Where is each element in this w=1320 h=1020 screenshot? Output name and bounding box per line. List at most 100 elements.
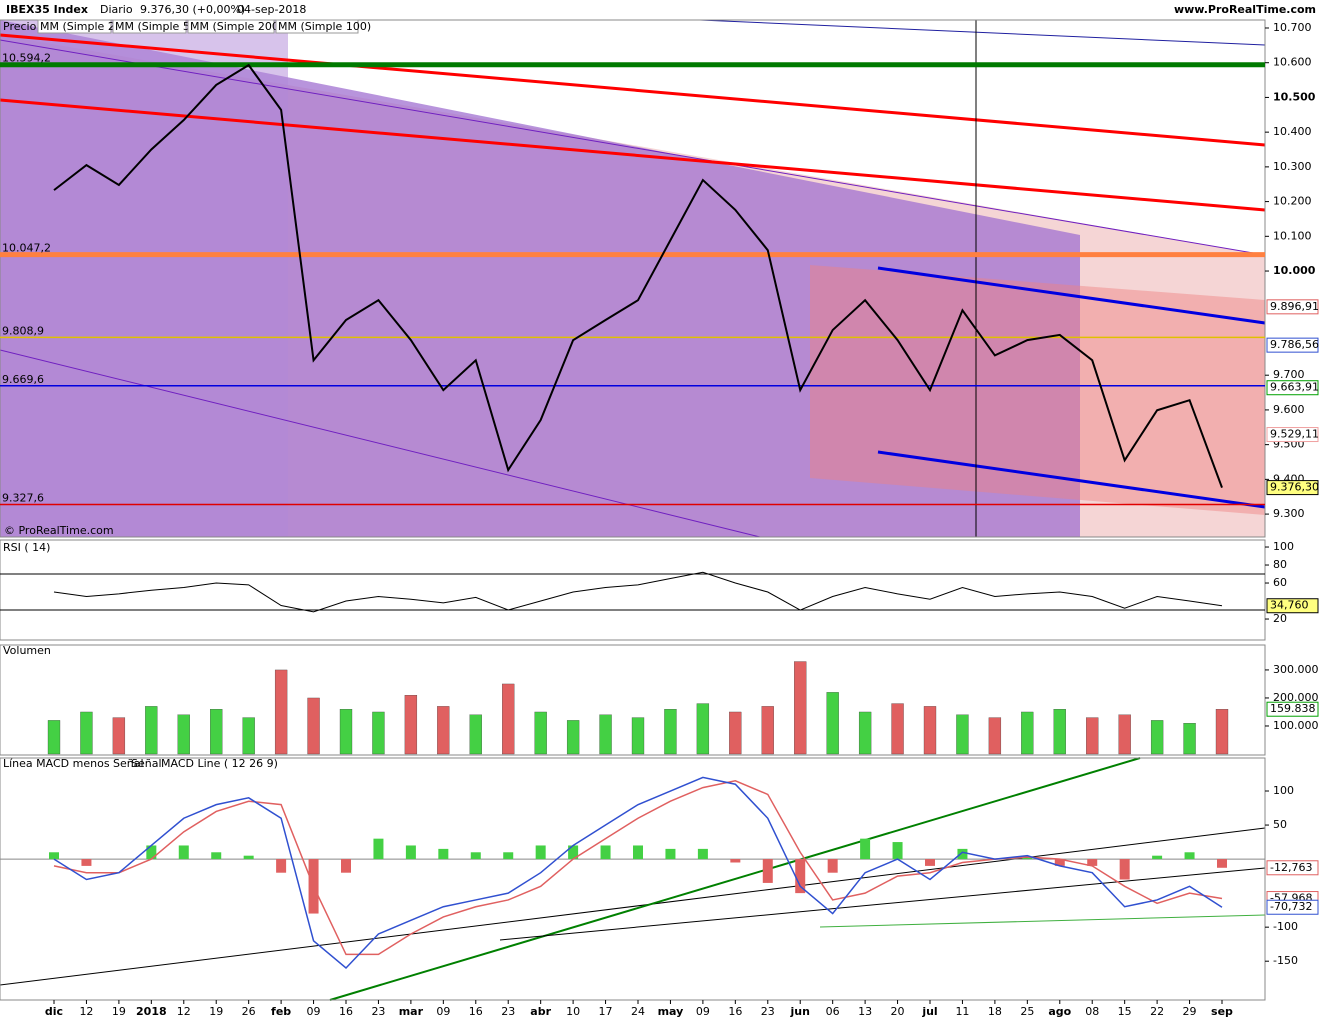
volume-bar	[599, 714, 612, 755]
histogram-bar	[795, 859, 806, 894]
value-box-label: 9.896,91	[1270, 300, 1319, 313]
channel-line	[877, 450, 1266, 509]
x-tick-label: 13	[858, 1005, 872, 1018]
value-box	[1266, 480, 1319, 496]
y-tick-label: 10.300	[1273, 160, 1312, 173]
line	[53, 571, 1223, 613]
x-tick-label: 09	[436, 1005, 450, 1018]
histogram-bar	[243, 855, 254, 860]
x-tick-label: sep	[1211, 1005, 1233, 1018]
line	[53, 63, 1223, 488]
volume-bar	[891, 703, 904, 755]
value-box-label: -12,763	[1270, 861, 1312, 874]
x-tick-label: 15	[1118, 1005, 1132, 1018]
x-tick-label: 17	[599, 1005, 613, 1018]
volume-bar	[696, 703, 710, 755]
legend-box	[37, 19, 112, 34]
trend-line	[699, 19, 1266, 46]
value-box-label: 159.838	[1270, 702, 1316, 715]
y-tick-label: 100	[1273, 540, 1294, 553]
value-box	[1266, 701, 1319, 717]
x-tick-label: 19	[112, 1005, 126, 1018]
value-box-label: 9.529,11	[1270, 428, 1319, 441]
x-tick-label: may	[658, 1005, 684, 1018]
value-box-label: 9.376,30	[1270, 481, 1319, 494]
histogram-bar	[211, 852, 222, 860]
legend-entry: Señal	[131, 757, 162, 770]
y-tick-label: 9.300	[1273, 507, 1305, 520]
histogram-bar	[405, 845, 416, 860]
x-tick-label: jul	[921, 1005, 937, 1018]
date: 04-sep-2018	[237, 3, 306, 16]
volume-bar	[437, 706, 450, 755]
volume-bar	[469, 714, 482, 755]
histogram-bar	[178, 845, 189, 860]
legend-entry: MM (Simple 50)	[115, 20, 201, 33]
histogram-bar	[81, 859, 92, 866]
volume-bar	[566, 720, 580, 755]
x-tick-label: ago	[1048, 1005, 1071, 1018]
y-tick-label: 20	[1273, 612, 1287, 625]
trend-line	[0, 98, 1266, 212]
trend-line	[0, 33, 1266, 147]
level-label: 10.594,2	[2, 52, 51, 65]
histogram-bar	[276, 859, 287, 873]
histogram-bar	[49, 852, 59, 860]
value-box-label: 9.663,91	[1270, 381, 1319, 394]
macd-trend	[499, 867, 1266, 941]
histogram-bar	[470, 852, 481, 860]
volume-bar	[372, 711, 385, 755]
x-tick-label: 2018	[136, 1005, 167, 1018]
histogram-bar	[925, 859, 935, 866]
volume-bar	[47, 720, 61, 755]
value-box	[1266, 427, 1319, 443]
histogram-bar	[535, 845, 546, 860]
volume-bar	[1086, 717, 1099, 755]
channel-line	[0, 39, 1266, 256]
x-tick-label: 11	[955, 1005, 969, 1018]
x-tick-label: 24	[631, 1005, 645, 1018]
histogram-bar	[957, 848, 968, 860]
volume-bar	[1021, 711, 1034, 755]
x-tick-label: 18	[988, 1005, 1002, 1018]
x-tick-label: 29	[1183, 1005, 1197, 1018]
x-tick-label: 09	[307, 1005, 321, 1018]
line	[53, 776, 1223, 970]
volume-bar	[988, 717, 1002, 755]
x-tick-label: 16	[728, 1005, 742, 1018]
histogram-bar	[665, 848, 676, 860]
y-tick-label: -150	[1273, 954, 1298, 967]
value-box	[1266, 337, 1319, 353]
histogram-bar	[146, 845, 157, 860]
histogram-bar	[1054, 859, 1065, 866]
x-tick-label: 09	[696, 1005, 710, 1018]
histogram-bar	[827, 859, 838, 873]
volume-bar	[631, 717, 645, 755]
y-tick-label: 10.200	[1273, 195, 1312, 208]
x-tick-label: feb	[271, 1005, 291, 1018]
y-tick-label: 60	[1273, 576, 1287, 589]
histogram-bar	[1152, 855, 1163, 860]
x-tick-label: 23	[761, 1005, 775, 1018]
volume-bar	[858, 711, 872, 755]
volume-bar	[1150, 720, 1164, 755]
volume-bar	[404, 695, 418, 755]
histogram-bar	[730, 859, 741, 863]
level-label: 9.669,6	[2, 373, 44, 386]
legend-box	[112, 19, 187, 34]
value-box	[1266, 860, 1319, 876]
macd-trend	[819, 914, 1266, 928]
channel-line	[877, 266, 1266, 325]
x-tick-label: 06	[826, 1005, 840, 1018]
x-tick-label: jun	[790, 1005, 810, 1018]
y-tick-label: 200.000	[1273, 691, 1319, 704]
volume-bar	[794, 661, 807, 755]
y-tick-label: 10.000	[1273, 264, 1316, 277]
value-box	[1266, 380, 1319, 396]
histogram-bar	[341, 859, 351, 873]
histogram-bar	[892, 842, 903, 860]
copyright: © ProRealTime.com	[4, 524, 114, 537]
panel-frames	[0, 19, 1266, 1001]
x-tick-label: abr	[530, 1005, 551, 1018]
